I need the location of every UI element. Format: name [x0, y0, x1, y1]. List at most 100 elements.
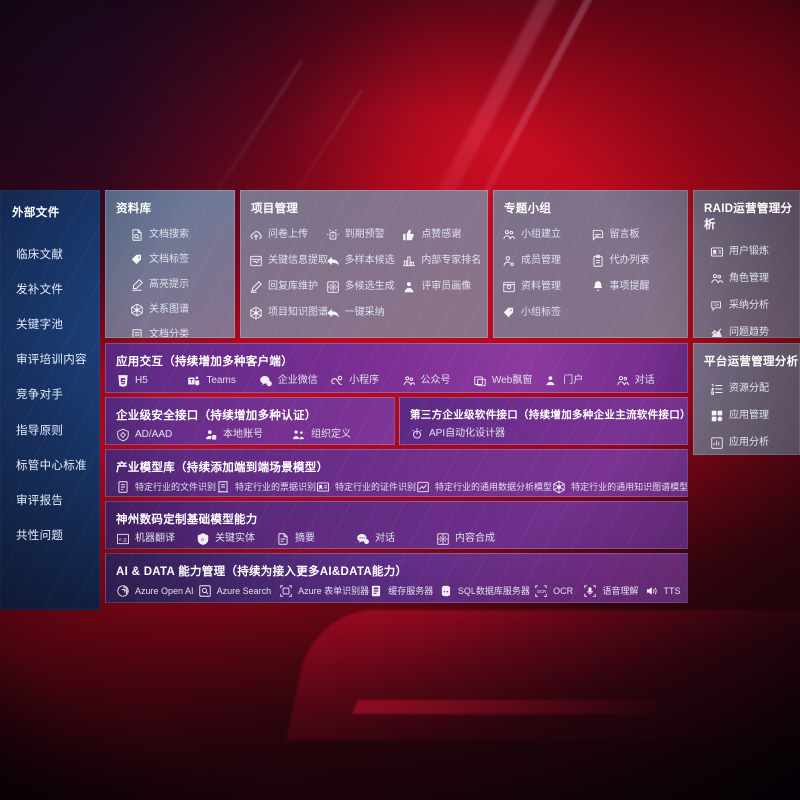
sidebar-item-shenpingbaogao[interactable]: 审评报告	[16, 494, 64, 507]
item-huancunfuwuqi[interactable]: 缓存服务器	[369, 584, 439, 598]
sidebar-item-linchuangwenxian[interactable]: 临床文献	[16, 248, 64, 261]
item-yingyongfenxi[interactable]: 应用分析	[710, 429, 791, 454]
item-shixiangtixing[interactable]: 事项提醒	[591, 274, 680, 300]
item-duoyangbenhouxuan[interactable]: 多样本候选	[326, 248, 403, 274]
arrow-back-icon	[326, 254, 340, 268]
item-label: TTS	[663, 585, 681, 596]
item-menhu[interactable]: 门户	[544, 374, 615, 388]
item-jiaoseguanli[interactable]: 角色管理	[710, 265, 791, 292]
item-tts[interactable]: TTS	[645, 584, 687, 598]
item-duohouxuanshengcheng[interactable]: 多候选生成	[326, 274, 403, 300]
item-yijiancaina[interactable]: 一键采纳	[326, 300, 403, 326]
item-duihua[interactable]: 对话	[616, 374, 687, 388]
item-pingshenyuanhuaxiang[interactable]: 评审员画像	[402, 274, 479, 300]
sidebar-item-fabuwenjian[interactable]: 发补文件	[16, 283, 64, 296]
item-qiyeweixin[interactable]: 企业微信	[259, 374, 330, 388]
item-piaojushibie[interactable]: 特定行业的票据识别	[216, 480, 316, 494]
item-chengyuanguanli[interactable]: 成员管理	[502, 248, 591, 274]
sidebar-list: 临床文献 发补文件 关键字池 审评培训内容 竞争对手 指导原则 标管中心标准 审…	[0, 236, 100, 553]
item-xiaozubiaoqian[interactable]: 小组标签	[502, 300, 591, 326]
users-group-icon	[502, 228, 516, 242]
item-wenjuanshangchuan[interactable]: 问卷上传	[249, 222, 326, 248]
item-neibuzhuanjiapaiming[interactable]: 内部专家排名	[402, 248, 481, 274]
item-gongzhonghao[interactable]: 公众号	[402, 374, 473, 388]
item-label: 应用分析	[729, 436, 769, 448]
miniprogram-icon	[330, 374, 344, 388]
item-label: 语音理解	[602, 585, 639, 596]
item-bendizhanghao[interactable]: 本地账号	[204, 428, 292, 442]
item-wendangsousuo[interactable]: 文档搜索	[130, 222, 226, 247]
item-label: OCR	[553, 585, 574, 596]
item-wenjianshibie[interactable]: 特定行业的文件识别	[116, 480, 216, 494]
openai-spiral-icon	[116, 584, 130, 598]
item-label: 留言板	[609, 229, 640, 240]
item-guanjianshiti[interactable]: A 关键实体	[196, 532, 276, 546]
item-daoqiyujing[interactable]: 到期预警	[326, 222, 403, 248]
panel-pingtai: 平台运营管理分析 资源分配 应用管理 应用分析	[693, 343, 800, 455]
item-label: 文档分类	[149, 328, 189, 338]
item-webpiaochuang[interactable]: Web飘窗	[473, 374, 544, 388]
sidebar-item-zhidaoyuanze[interactable]: 指导原则	[16, 424, 64, 437]
item-zhengjianshibie[interactable]: 特定行业的证件识别	[316, 480, 416, 494]
item-ziliaoguanli[interactable]: 资料管理	[502, 274, 591, 300]
item-ocr[interactable]: OCR OCR	[534, 584, 583, 598]
item-label: 对话	[375, 533, 395, 544]
item-guanxitupu[interactable]: 关系图谱	[130, 297, 226, 322]
item-azure-form-recognizer[interactable]: Azure 表单识别器	[279, 584, 369, 598]
item-cainafenxi[interactable]: QA 采纳分析	[710, 292, 791, 319]
item-label: 关键信息提取	[268, 255, 328, 266]
sidebar-item-guanjianzichi[interactable]: 关键字池	[16, 318, 64, 331]
item-label: 多候选生成	[344, 281, 395, 292]
item-xiaozujianli[interactable]: 小组建立	[502, 222, 591, 248]
item-gaoliangtishi[interactable]: 高亮提示	[130, 272, 226, 297]
item-liuyanban[interactable]: 留言板	[591, 222, 680, 248]
item-label: SQL数据库服务器	[457, 585, 530, 596]
item-guanjianxinxitiqu[interactable]: 关键信息提取	[249, 248, 328, 274]
item-huifukuweihu[interactable]: 回复库维护	[249, 274, 326, 300]
panel-items: 用户锻炼 角色管理 QA 采纳分析 问题趋势	[694, 232, 799, 337]
item-yuyinlijie[interactable]: 语音理解	[583, 584, 644, 598]
item-teams[interactable]: Teams	[187, 374, 258, 388]
extract-frame-icon	[249, 254, 263, 268]
item-api-designer[interactable]: API自动化设计器	[410, 427, 505, 441]
item-xiangmuzhishitupu[interactable]: 项目知识图谱	[249, 300, 328, 326]
item-yingyongguanli[interactable]: 应用管理	[710, 402, 791, 429]
item-label: 应用管理	[729, 409, 769, 421]
item-zhishitupumoxing[interactable]: 特定行业的通用知识图谱模型	[552, 480, 687, 494]
item-duihua[interactable]: 对话	[356, 532, 436, 546]
item-h5[interactable]: H5	[116, 374, 187, 388]
item-dianzanganxie[interactable]: 点赞感谢	[402, 222, 479, 248]
item-xiaochengxu[interactable]: 小程序	[330, 374, 401, 388]
sidebar-item-gongxingwenti[interactable]: 共性问题	[16, 530, 64, 543]
item-sql-database-server[interactable]: SQL数据库服务器	[439, 584, 534, 598]
panel-items: H5 Teams 企业微信 小程序	[106, 369, 687, 388]
sidebar-item-jingzhengduishou[interactable]: 竞争对手	[16, 389, 64, 402]
sidebar-item-biaoguanzhongxin[interactable]: 标管中心标准	[16, 459, 87, 472]
shield-diamond-icon	[116, 428, 130, 442]
data-analysis-icon	[416, 480, 430, 494]
item-ad-aad[interactable]: AD/AAD	[116, 428, 204, 442]
item-ziyuanfenpei[interactable]: 资源分配	[710, 375, 791, 402]
item-zhaiyao[interactable]: 摘要	[276, 532, 356, 546]
item-wentiqushi[interactable]: 问题趋势	[710, 319, 791, 337]
item-daibanliebiao[interactable]: 代办列表	[591, 248, 680, 274]
item-wendangbiaoqian[interactable]: 文档标签	[130, 247, 226, 272]
item-wendangfenlei[interactable]: 文档分类	[130, 322, 226, 338]
item-azure-openai[interactable]: Azure Open AI	[116, 584, 198, 598]
org-users-icon	[292, 428, 306, 442]
item-azure-search[interactable]: Azure Search	[198, 584, 280, 598]
message-board-icon	[591, 228, 605, 242]
item-yonghuduanlian[interactable]: 用户锻炼	[710, 238, 791, 265]
item-shujufenximoxing[interactable]: 特定行业的通用数据分析模型	[416, 480, 552, 494]
sidebar-item-shenpingpeixun[interactable]: 审评培训内容	[16, 354, 87, 367]
panel-items: 问卷上传 到期预警 点赞感谢 关键信息提取	[241, 216, 487, 326]
item-neironghecheng[interactable]: 内容合成	[436, 532, 516, 546]
bell-icon	[591, 280, 605, 294]
qa-bubble-icon: QA	[710, 299, 724, 313]
speech-icon	[583, 584, 597, 598]
panel-xiangmuguanli: 项目管理 问卷上传 到期预警 点赞感谢	[240, 190, 488, 338]
item-zuzhidingyi[interactable]: 组织定义	[292, 428, 380, 442]
